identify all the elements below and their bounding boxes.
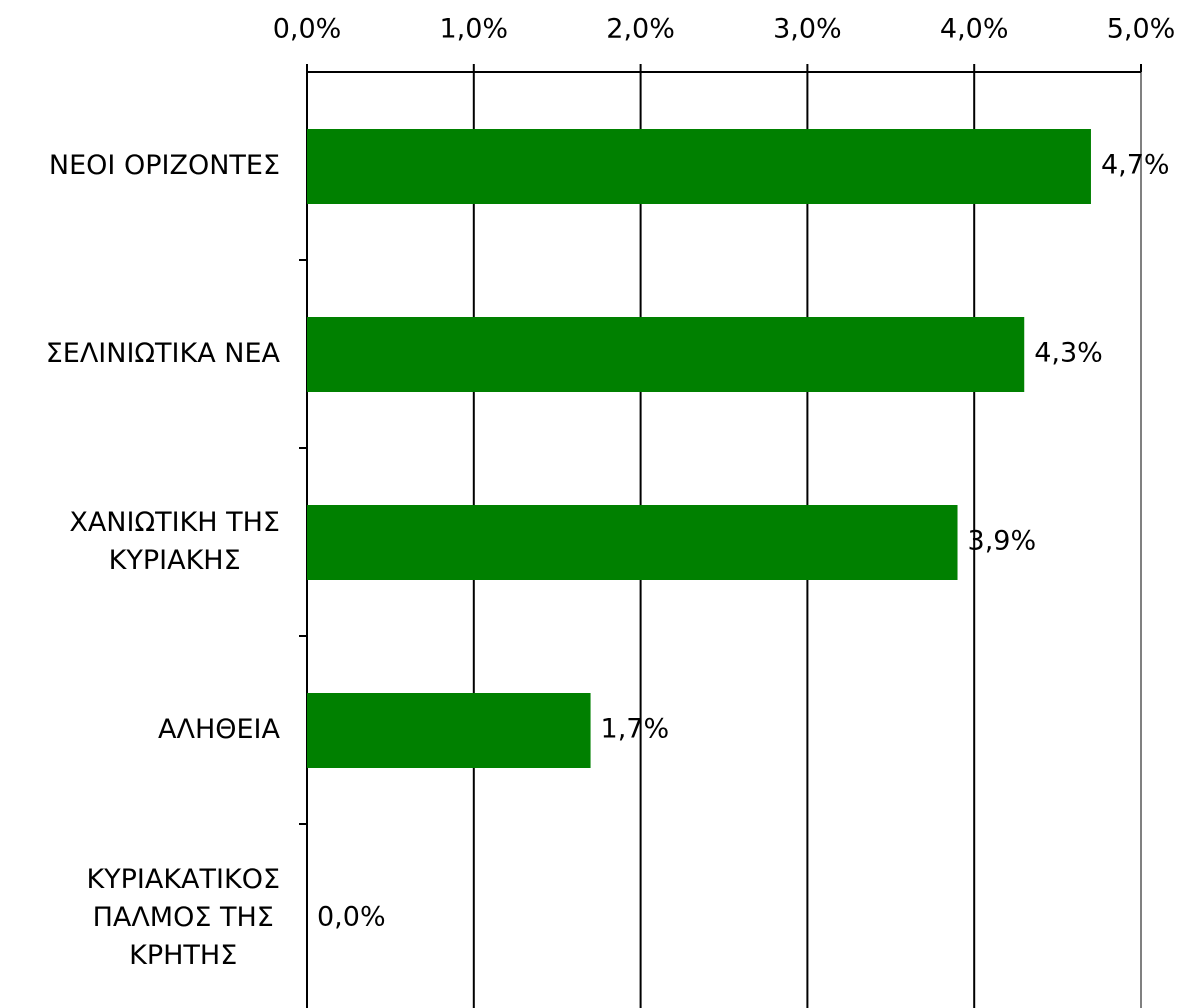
x-tick-label: 5,0% (1107, 14, 1176, 45)
x-tick-label: 3,0% (773, 14, 842, 45)
category-label: ΚΥΡΙΑΚΑΤΙΚΟΣ ΠΑΛΜΟΣ ΤΗΣ ΚΡΗΤΗΣ (86, 864, 280, 971)
bar (307, 129, 1091, 204)
value-label: 4,3% (1034, 338, 1103, 369)
bar (307, 693, 591, 768)
value-label: 1,7% (601, 714, 670, 745)
value-label: 3,9% (968, 526, 1037, 557)
category-label: ΣΕΛΙΝΙΩΤΙΚΑ ΝΕΑ (45, 338, 280, 369)
value-label: 0,0% (317, 902, 386, 933)
category-label: ΧΑΝΙΩΤΙΚΗ ΤΗΣ ΚΥΡΙΑΚΗΣ (69, 507, 280, 576)
value-label: 4,7% (1101, 150, 1170, 181)
bar (307, 317, 1025, 392)
category-label: ΑΛΗΘΕΙΑ (158, 714, 280, 745)
x-tick-label: 4,0% (940, 14, 1009, 45)
bar (307, 505, 958, 580)
x-tick-label: 1,0% (439, 14, 508, 45)
category-label: ΝΕΟΙ ΟΡΙΖΟΝΤΕΣ (48, 150, 280, 181)
x-tick-label: 0,0% (273, 14, 342, 45)
x-tick-label: 2,0% (606, 14, 675, 45)
